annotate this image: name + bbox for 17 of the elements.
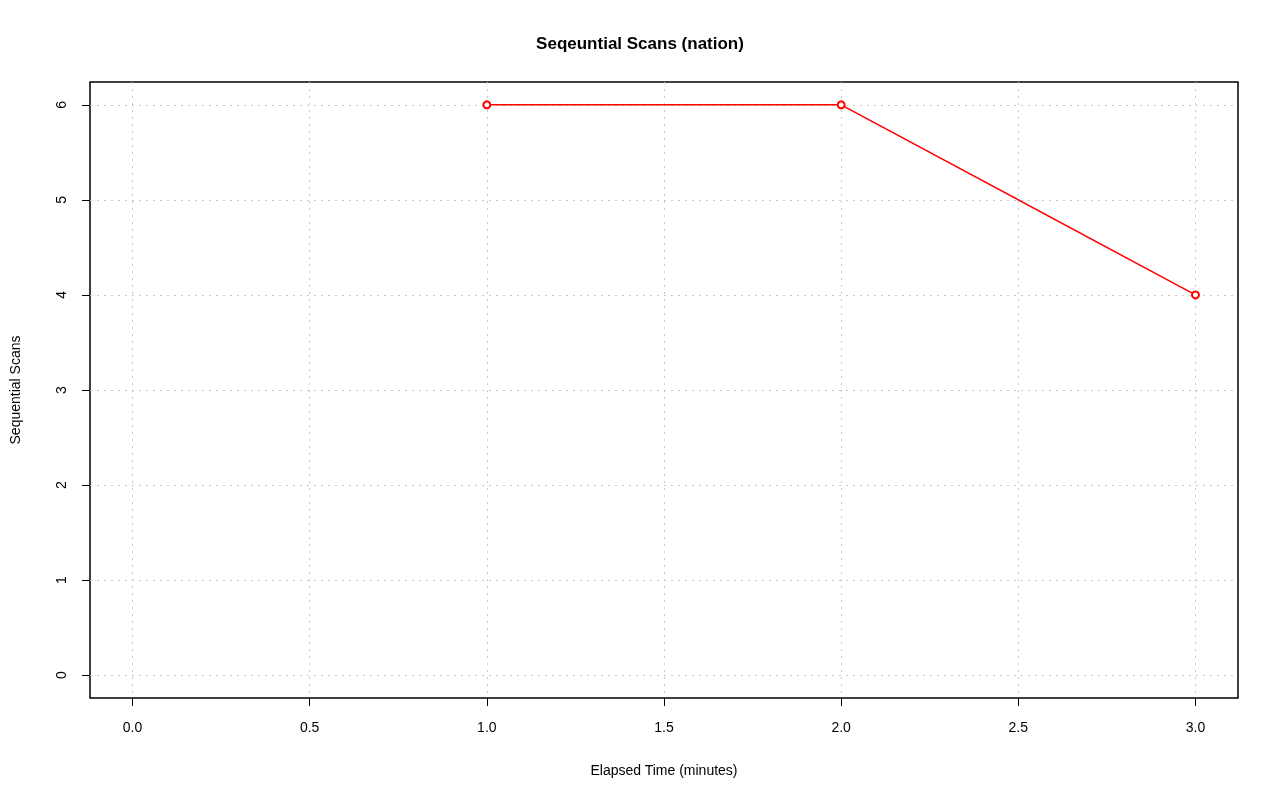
y-tick-label: 1 (53, 576, 69, 585)
x-tick-label: 0.0 (122, 719, 143, 735)
y-tick-label: 6 (53, 100, 69, 109)
y-tick-label: 2 (53, 480, 69, 489)
x-tick-label: 3.0 (1185, 719, 1206, 735)
x-tick-label: 2.5 (1008, 719, 1029, 735)
y-tick-label: 3 (53, 385, 69, 394)
y-axis-title: Sequential Scans (7, 335, 23, 445)
x-tick-label: 1.0 (477, 719, 497, 735)
y-tick-label: 4 (53, 290, 69, 299)
x-tick-label: 0.5 (299, 719, 320, 735)
y-tick-label: 0 (53, 671, 69, 680)
y-tick-label: 5 (53, 195, 69, 204)
x-tick-label: 1.5 (654, 719, 674, 735)
x-tick-label: 2.0 (831, 719, 852, 735)
chart-title: Seqeuntial Scans (nation) (536, 34, 744, 53)
x-axis-title: Elapsed Time (minutes) (590, 762, 738, 778)
